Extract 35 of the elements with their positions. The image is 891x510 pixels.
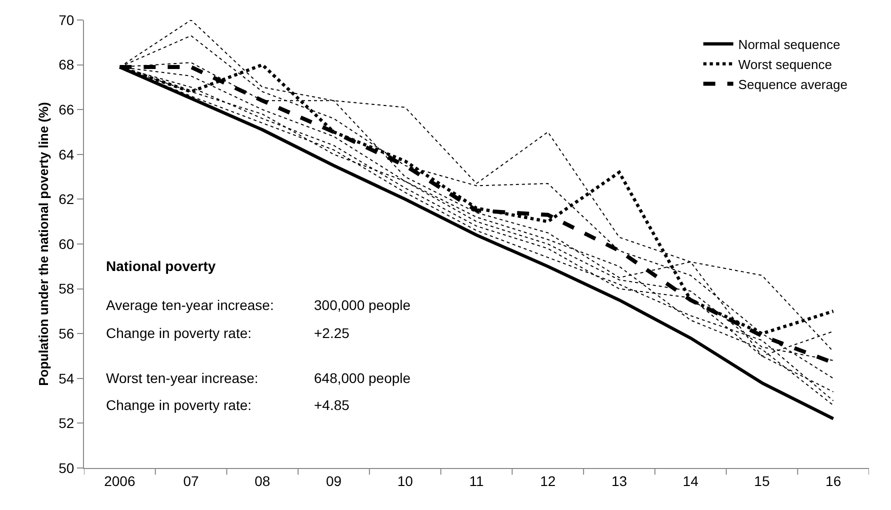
annotation: Worst ten-year increase: <box>106 370 258 386</box>
x-tick-label: 2006 <box>104 472 136 489</box>
annotation: +2.25 <box>314 325 350 341</box>
x-tick-label: 09 <box>326 472 342 489</box>
y-tick-label: 64 <box>58 146 74 162</box>
y-tick-label: 60 <box>58 236 74 252</box>
legend-label: Worst sequence <box>738 56 832 72</box>
annotation: Average ten-year increase: <box>106 297 274 313</box>
y-tick-label: 70 <box>58 12 74 28</box>
y-tick-label: 52 <box>58 415 74 432</box>
y-tick-label: 54 <box>58 370 74 386</box>
x-tick-label: 14 <box>682 472 699 489</box>
annotation: +4.85 <box>314 397 350 413</box>
y-tick-label: 56 <box>58 326 74 342</box>
annotation: Change in poverty rate: <box>106 325 252 341</box>
x-tick-label: 10 <box>397 472 414 489</box>
x-tick-label: 13 <box>611 472 628 489</box>
x-tick-label: 08 <box>254 472 270 489</box>
x-tick-label: 11 <box>469 472 484 489</box>
annotation: 300,000 people <box>314 297 411 313</box>
x-tick-label: 15 <box>754 472 770 489</box>
y-tick-label: 66 <box>58 102 74 118</box>
legend-label: Normal sequence <box>738 36 840 52</box>
y-tick-label: 58 <box>58 280 74 297</box>
y-tick-label: 68 <box>58 56 74 73</box>
y-axis-title: Population under the national poverty line (%) <box>36 102 51 386</box>
annotation: Change in poverty rate: <box>106 397 252 413</box>
x-tick-label: 16 <box>826 472 842 489</box>
y-tick-label: 62 <box>58 191 74 208</box>
y-tick-label: 50 <box>58 460 74 476</box>
annotation: 648,000 people <box>314 370 411 386</box>
x-tick-label: 07 <box>183 472 200 489</box>
annotation: National poverty <box>106 258 216 274</box>
legend-label: Sequence average <box>738 76 848 92</box>
x-tick-label: 12 <box>540 472 556 489</box>
